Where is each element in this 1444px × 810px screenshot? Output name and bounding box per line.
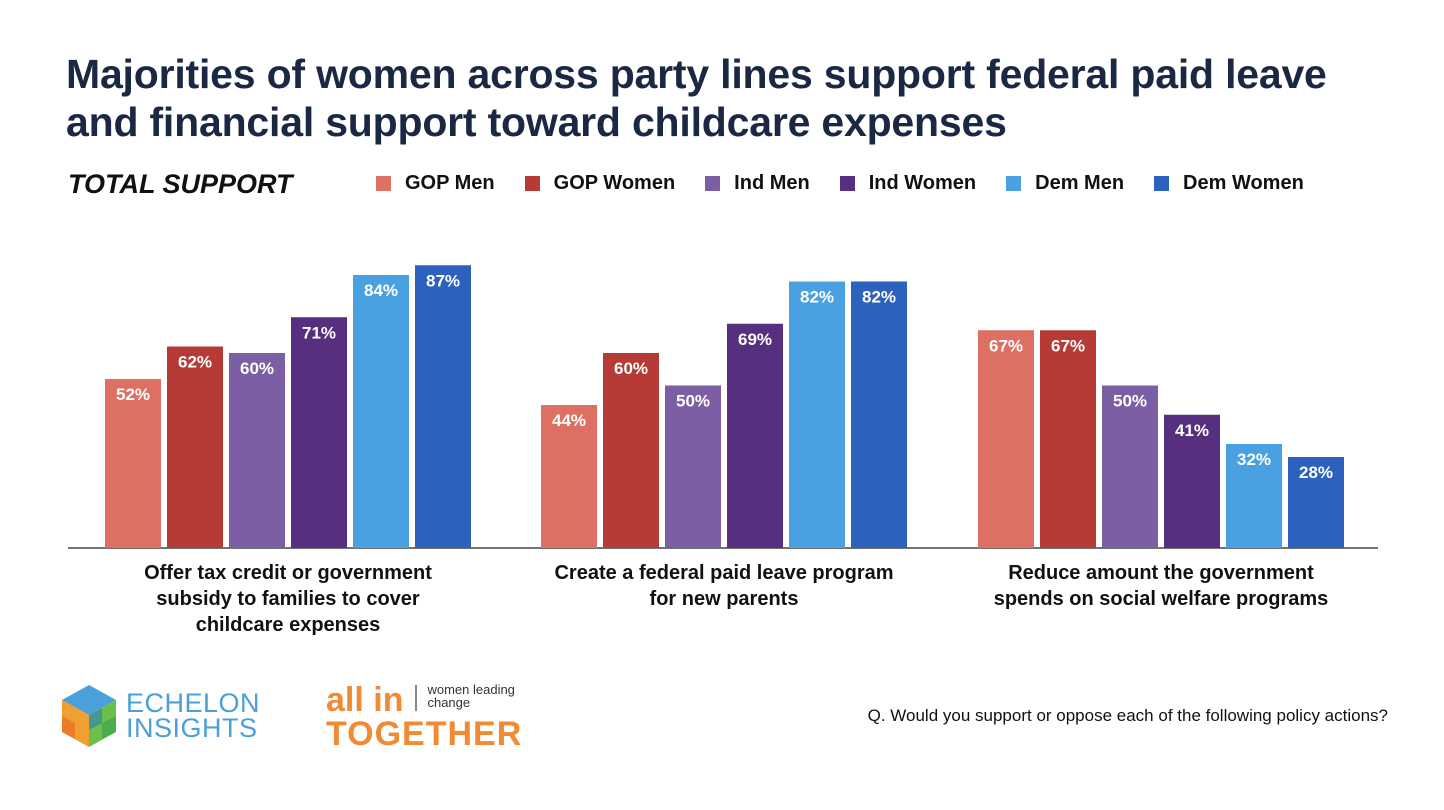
echelon-insights-logo: ECHELON INSIGHTS — [60, 683, 260, 749]
legend-item: Dem Men — [1006, 172, 1124, 195]
bar — [1288, 457, 1344, 548]
legend-swatch — [524, 176, 540, 191]
bar-value-label: 67% — [1051, 336, 1085, 355]
bar — [167, 346, 223, 548]
category-label: Reduce amount the government spends on s… — [993, 562, 1329, 610]
allin-bottom: TOGETHER — [326, 715, 523, 753]
bar-value-label: 32% — [1237, 450, 1271, 469]
legend-swatch — [376, 176, 391, 191]
legend-label: GOP Men — [405, 172, 495, 194]
bar-value-label: 71% — [302, 323, 336, 342]
legend-swatch — [839, 176, 855, 191]
bar-value-label: 44% — [552, 411, 586, 430]
bar-value-label: 41% — [1175, 421, 1209, 440]
allin-word: all in — [326, 681, 404, 719]
bar-value-label: 50% — [676, 392, 710, 411]
allin-tag-line2: change — [427, 695, 471, 710]
bar — [415, 265, 471, 548]
legend-item: GOP Women — [524, 172, 676, 195]
bar — [1164, 414, 1220, 548]
bar-value-label: 60% — [614, 359, 648, 378]
all-in-together-logo: all in women leading change TOGETHER — [326, 683, 522, 751]
chart-subtitle: TOTAL SUPPORT — [68, 169, 293, 199]
bar — [978, 330, 1034, 548]
echelon-line2: INSIGHTS — [126, 713, 258, 743]
bar — [789, 281, 845, 548]
legend-label: Dem Women — [1183, 172, 1304, 194]
bar-value-label: 50% — [1113, 392, 1147, 411]
bar — [105, 379, 161, 548]
bar — [291, 317, 347, 548]
bar — [1040, 330, 1096, 548]
echelon-line1: ECHELON — [126, 688, 261, 718]
bar — [851, 281, 907, 548]
legend-label: Ind Men — [734, 172, 810, 194]
legend: GOP Men GOP Women Ind Men Ind Women Dem Men D… — [376, 172, 1304, 195]
bar — [1226, 444, 1282, 548]
legend-item: Ind Men — [705, 172, 810, 195]
bar-value-label: 87% — [426, 271, 460, 290]
bar-value-label: 60% — [240, 359, 274, 378]
bar — [541, 405, 597, 548]
legend-item: GOP Men — [376, 172, 495, 195]
legend-item: Dem Women — [1154, 172, 1304, 195]
category-label: Offer tax credit or government subsidy t… — [144, 562, 432, 636]
legend-label: Ind Women — [868, 172, 977, 194]
bar-value-label: 62% — [178, 353, 212, 372]
echelon-cube-icon — [62, 685, 116, 747]
category-label: Create a federal paid leave program for … — [554, 562, 894, 610]
bar — [229, 353, 285, 548]
bar-value-label: 82% — [862, 288, 896, 307]
bar-value-label: 82% — [800, 288, 834, 307]
legend-swatch — [1154, 176, 1170, 191]
bar — [353, 275, 409, 548]
legend-item: Ind Women — [839, 172, 977, 195]
bar-chart: 52% 62% 60% 71% 84% 87% 44% 60% 50% 69% 82% 82% 67% 6… — [68, 265, 1378, 549]
legend-label: Dem Men — [1035, 172, 1125, 194]
bar — [1102, 385, 1158, 548]
legend-swatch — [1006, 176, 1022, 191]
bar-value-label: 52% — [116, 385, 150, 404]
legend-swatch — [705, 176, 721, 191]
bar-value-label: 69% — [738, 330, 772, 349]
footnote: Q. Would you support or oppose each of t… — [867, 706, 1388, 725]
bar — [727, 323, 783, 548]
allin-divider — [415, 685, 418, 711]
bar — [665, 385, 721, 548]
legend-label: GOP Women — [553, 172, 676, 194]
allin-tag-line1: women leading — [427, 682, 515, 697]
bar-value-label: 84% — [364, 281, 398, 300]
bar-value-label: 67% — [989, 336, 1023, 355]
bar — [603, 353, 659, 548]
page-title: Majorities of women across party lines s… — [66, 51, 1327, 145]
bar-value-label: 28% — [1299, 463, 1333, 482]
